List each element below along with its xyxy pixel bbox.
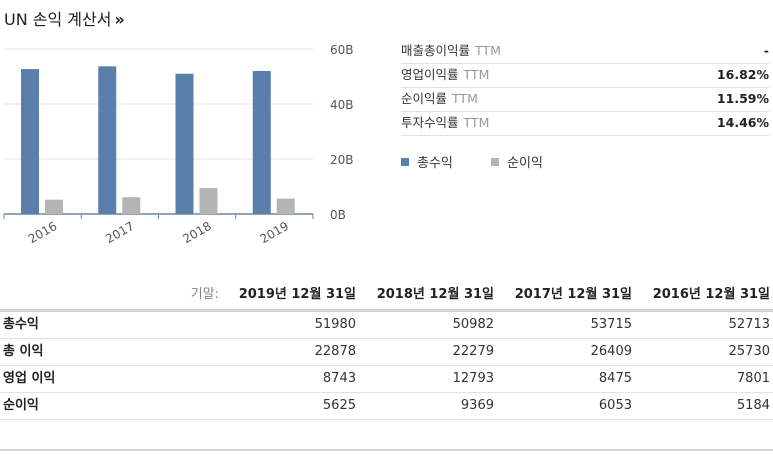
bar-revenue: [252, 71, 271, 214]
table-cell: 26409: [590, 344, 632, 359]
table-row: 총수익 51980 50982 53715 52713: [0, 312, 773, 339]
metric-row-operating-margin: 영업이익률 TTM 16.82%: [401, 64, 769, 88]
table-cell: 22878: [314, 344, 356, 359]
row-label: 순이익: [3, 398, 39, 413]
column-header: 2017년 12월 31일: [514, 287, 632, 302]
bar-revenue: [98, 66, 117, 214]
row-label: 총 이익: [3, 344, 44, 359]
legend-item-revenue: 총수익: [401, 152, 453, 171]
table-row: 순이익 5625 9369 6053 5184: [0, 393, 773, 420]
metric-label: 순이익률: [401, 91, 448, 106]
table-row: 총 이익 22878 22279 26409 25730: [0, 339, 773, 366]
metric-label: 매출총이익률: [401, 43, 471, 58]
y-tick-label: 40B: [330, 98, 354, 112]
column-header: 2016년 12월 31일: [652, 287, 770, 302]
table-cell: 8743: [322, 371, 356, 386]
table-cell: 52713: [728, 317, 770, 332]
metric-label: 영업이익률: [401, 67, 459, 82]
metric-value: -: [763, 43, 769, 58]
column-header: 2018년 12월 31일: [376, 287, 494, 302]
table-cell: 53715: [590, 317, 632, 332]
table-cell: 8475: [598, 371, 632, 386]
table-cell: 25730: [728, 344, 770, 359]
bar-revenue: [21, 69, 39, 214]
table-cell: 22279: [452, 344, 494, 359]
table-cell: 5184: [736, 398, 770, 413]
x-tick-label: 2018: [180, 219, 213, 246]
income-table: 기말: 2019년 12월 31일 2018년 12월 31일 2017년 12…: [0, 284, 773, 420]
y-tick-label: 60B: [330, 43, 354, 57]
legend-label: 총수익: [417, 156, 453, 171]
table-cell: 51980: [314, 317, 356, 332]
x-tick-label: 2016: [26, 219, 59, 246]
row-label: 총수익: [3, 317, 39, 332]
bar-net-income: [122, 197, 141, 214]
row-label: 영업 이익: [3, 371, 56, 386]
table-header: 기말: 2019년 12월 31일 2018년 12월 31일 2017년 12…: [0, 284, 773, 307]
period-caption: 기말:: [190, 287, 219, 302]
bar-net-income: [276, 198, 295, 214]
table-cell: 5625: [322, 398, 356, 413]
metric-ttm: TTM: [463, 115, 490, 130]
table-cell: 7801: [736, 371, 770, 386]
metric-ttm: TTM: [452, 91, 478, 106]
metric-row-net-margin: 순이익률 TTM 11.59%: [401, 88, 769, 112]
x-tick-label: 2017: [103, 219, 136, 246]
metric-value: 11.59%: [716, 91, 769, 106]
metric-row-gross-margin: 매출총이익률 TTM -: [401, 40, 769, 64]
legend-label: 순이익: [507, 156, 543, 171]
page-title[interactable]: UN 손익 계산서»: [4, 6, 125, 30]
metrics-panel: 매출총이익률 TTM - 영업이익률 TTM 16.82% 순이익률 TTM 11.5…: [401, 40, 769, 136]
header-divider: [0, 309, 773, 312]
column-header: 2019년 12월 31일: [238, 287, 356, 302]
y-tick-label: 20B: [330, 153, 354, 167]
chart-legend: 총수익 순이익: [401, 152, 577, 171]
metric-ttm: TTM: [463, 67, 490, 82]
table-cell: 9369: [460, 398, 494, 413]
bar-revenue: [175, 73, 194, 214]
y-tick-label: 0B: [330, 208, 346, 222]
income-bar-chart: 60B 40B 20B 0B 2016 2017 2018 2019: [3, 43, 354, 246]
bar-net-income: [45, 199, 63, 214]
metric-value: 16.82%: [716, 67, 769, 82]
legend-swatch-net-income: [491, 158, 500, 166]
more-arrow-icon: »: [114, 10, 125, 29]
legend-swatch-revenue: [401, 158, 409, 166]
legend-item-net-income: 순이익: [491, 152, 543, 171]
table-cell: 6053: [598, 398, 632, 413]
bar-net-income: [199, 188, 218, 214]
table-row: 영업 이익 8743 12793 8475 7801: [0, 366, 773, 393]
table-cell: 50982: [452, 317, 494, 332]
bottom-divider: [0, 449, 773, 451]
metric-row-roi: 투자수익률 TTM 14.46%: [401, 112, 769, 136]
x-tick-label: 2019: [258, 219, 291, 246]
metric-label: 투자수익률: [401, 115, 459, 130]
table-cell: 12793: [452, 371, 494, 386]
metric-value: 14.46%: [716, 115, 769, 130]
metric-ttm: TTM: [475, 43, 501, 58]
title-text: UN 손익 계산서: [4, 10, 112, 29]
